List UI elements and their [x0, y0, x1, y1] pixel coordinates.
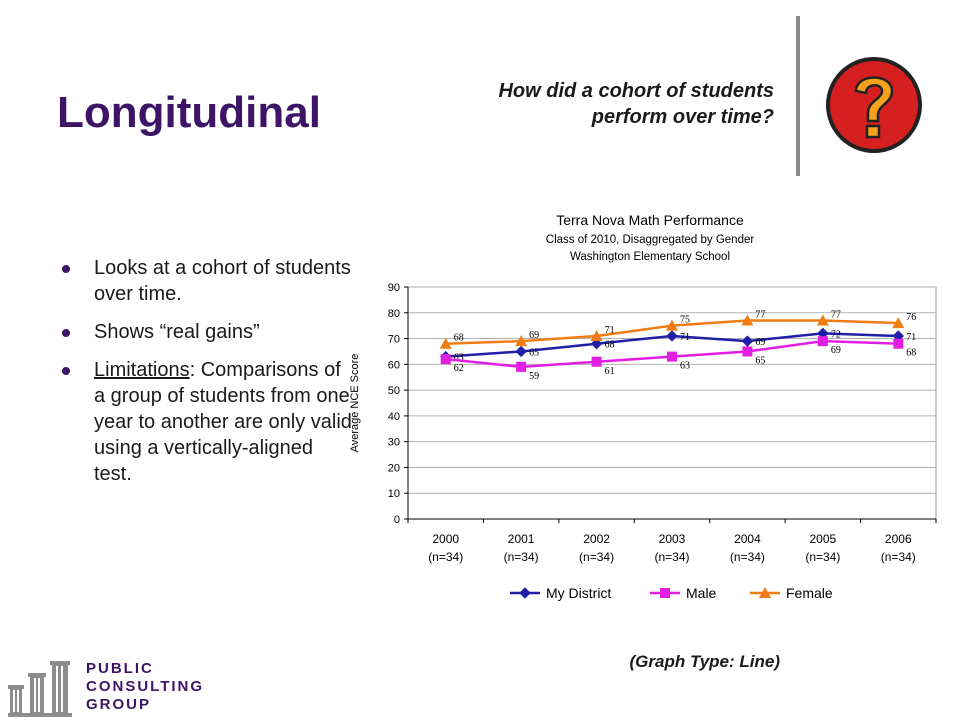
- chart-subtitle-1: Class of 2010, Disaggregated by Gender: [546, 234, 755, 246]
- legend-label: My District: [546, 585, 611, 601]
- limitations-label: Limitations: [94, 359, 190, 381]
- data-label: 68: [454, 333, 464, 344]
- data-point: [741, 314, 754, 326]
- data-label: 75: [680, 315, 690, 326]
- data-point: [667, 351, 677, 362]
- x-tick-label: 2000: [432, 532, 459, 546]
- x-tick-label: 2002: [583, 532, 610, 546]
- y-tick-label: 90: [388, 282, 400, 294]
- divider-line: [796, 16, 800, 176]
- x-tick-sublabel: (n=34): [428, 550, 463, 564]
- bullet-dot: [62, 329, 70, 337]
- data-label: 59: [529, 371, 539, 382]
- legend-marker: [759, 587, 771, 598]
- x-tick-label: 2004: [734, 532, 761, 546]
- data-point: [591, 356, 602, 367]
- legend-marker: [519, 587, 531, 599]
- data-label: 72: [831, 329, 841, 340]
- y-tick-label: 60: [388, 359, 400, 371]
- bullet-text: Shows “real gains”: [94, 321, 260, 343]
- data-label: 76: [906, 312, 916, 323]
- y-tick-label: 40: [388, 411, 400, 423]
- data-point: [742, 346, 753, 357]
- legend-label: Female: [786, 585, 833, 601]
- graph-type-caption: (Graph Type: Line): [629, 652, 781, 671]
- data-point: [590, 329, 603, 341]
- data-label: 68: [605, 340, 615, 351]
- data-label: 63: [454, 353, 464, 364]
- pillars-logo-icon: [8, 661, 72, 717]
- bullet-text: : Comparisons of a group of students fro…: [94, 359, 352, 485]
- x-tick-label: 2005: [810, 532, 837, 546]
- data-label: 62: [454, 363, 464, 374]
- data-label: 77: [755, 310, 765, 321]
- logo-line-2: CONSULTING: [86, 678, 205, 695]
- guiding-question-line-2: perform over time?: [591, 106, 774, 128]
- data-point: [741, 335, 754, 347]
- y-tick-label: 30: [388, 437, 400, 449]
- bullet-text: Looks at a cohort of students over time.: [94, 257, 351, 305]
- data-point: [515, 335, 528, 347]
- x-tick-sublabel: (n=34): [654, 550, 689, 564]
- chart-title: Terra Nova Math Performance: [556, 212, 744, 228]
- data-point: [816, 314, 829, 326]
- data-point: [666, 319, 678, 331]
- data-point: [440, 354, 451, 365]
- bullet-item: Looks at a cohort of students over time.: [62, 255, 352, 307]
- data-label: 71: [680, 332, 690, 343]
- y-tick-label: 80: [388, 308, 400, 320]
- data-label: 65: [755, 355, 765, 366]
- x-tick-label: 2003: [659, 532, 686, 546]
- data-point: [892, 317, 905, 329]
- legend-label: Male: [686, 585, 717, 601]
- data-label: 61: [605, 366, 615, 377]
- y-tick-label: 50: [388, 385, 400, 397]
- x-tick-label: 2006: [885, 532, 912, 546]
- y-axis-label: Average NCE Score: [349, 354, 361, 453]
- bullet-dot: [62, 367, 70, 375]
- data-label: 68: [906, 348, 916, 359]
- y-tick-label: 10: [388, 488, 400, 500]
- data-point: [516, 361, 527, 372]
- chart-subtitle-2: Washington Elementary School: [570, 251, 730, 263]
- data-label: 69: [831, 345, 841, 356]
- data-label: 63: [680, 361, 690, 372]
- data-point: [666, 330, 678, 342]
- x-tick-sublabel: (n=34): [504, 550, 539, 564]
- x-tick-sublabel: (n=34): [881, 550, 916, 564]
- guiding-question: How did a cohort of students perform ove…: [430, 78, 774, 130]
- question-mark-icon: [826, 57, 922, 153]
- y-tick-label: 70: [388, 334, 400, 346]
- x-tick-sublabel: (n=34): [805, 550, 840, 564]
- data-label: 65: [529, 347, 539, 358]
- bullet-item: Shows “real gains”: [62, 319, 352, 345]
- page-title: Longitudinal: [57, 88, 321, 137]
- y-tick-label: 20: [388, 462, 400, 474]
- x-tick-sublabel: (n=34): [579, 550, 614, 564]
- data-label: 69: [755, 337, 765, 348]
- data-point: [515, 345, 527, 358]
- data-label: 71: [906, 332, 916, 343]
- guiding-question-line-1: How did a cohort of students: [498, 80, 774, 102]
- data-point: [439, 337, 452, 349]
- y-tick-label: 0: [394, 514, 400, 526]
- data-label: 71: [605, 325, 615, 336]
- data-label: 69: [529, 330, 539, 341]
- legend-marker: [660, 588, 670, 598]
- chart-marks: 0 10 20 30 40 50 60 70 80 90 2000 (n=34) 2001 (n=34) 2…: [388, 282, 937, 601]
- x-tick-label: 2001: [508, 532, 535, 546]
- logo-line-3: GROUP: [86, 696, 152, 713]
- line-chart: Terra Nova Math Performance Class of 201…: [349, 212, 937, 601]
- logo-text: PUBLIC CONSULTING GROUP: [86, 660, 204, 714]
- logo-line-1: PUBLIC: [86, 660, 154, 677]
- bullet-dot: [62, 265, 70, 273]
- x-tick-sublabel: (n=34): [730, 550, 765, 564]
- data-point: [893, 338, 904, 349]
- bullet-item: Limitations: Comparisons of a group of s…: [62, 357, 352, 487]
- bullet-list: Looks at a cohort of students over time.…: [62, 255, 352, 499]
- data-label: 77: [831, 310, 841, 321]
- data-point: [817, 336, 828, 347]
- data-point: [590, 338, 603, 350]
